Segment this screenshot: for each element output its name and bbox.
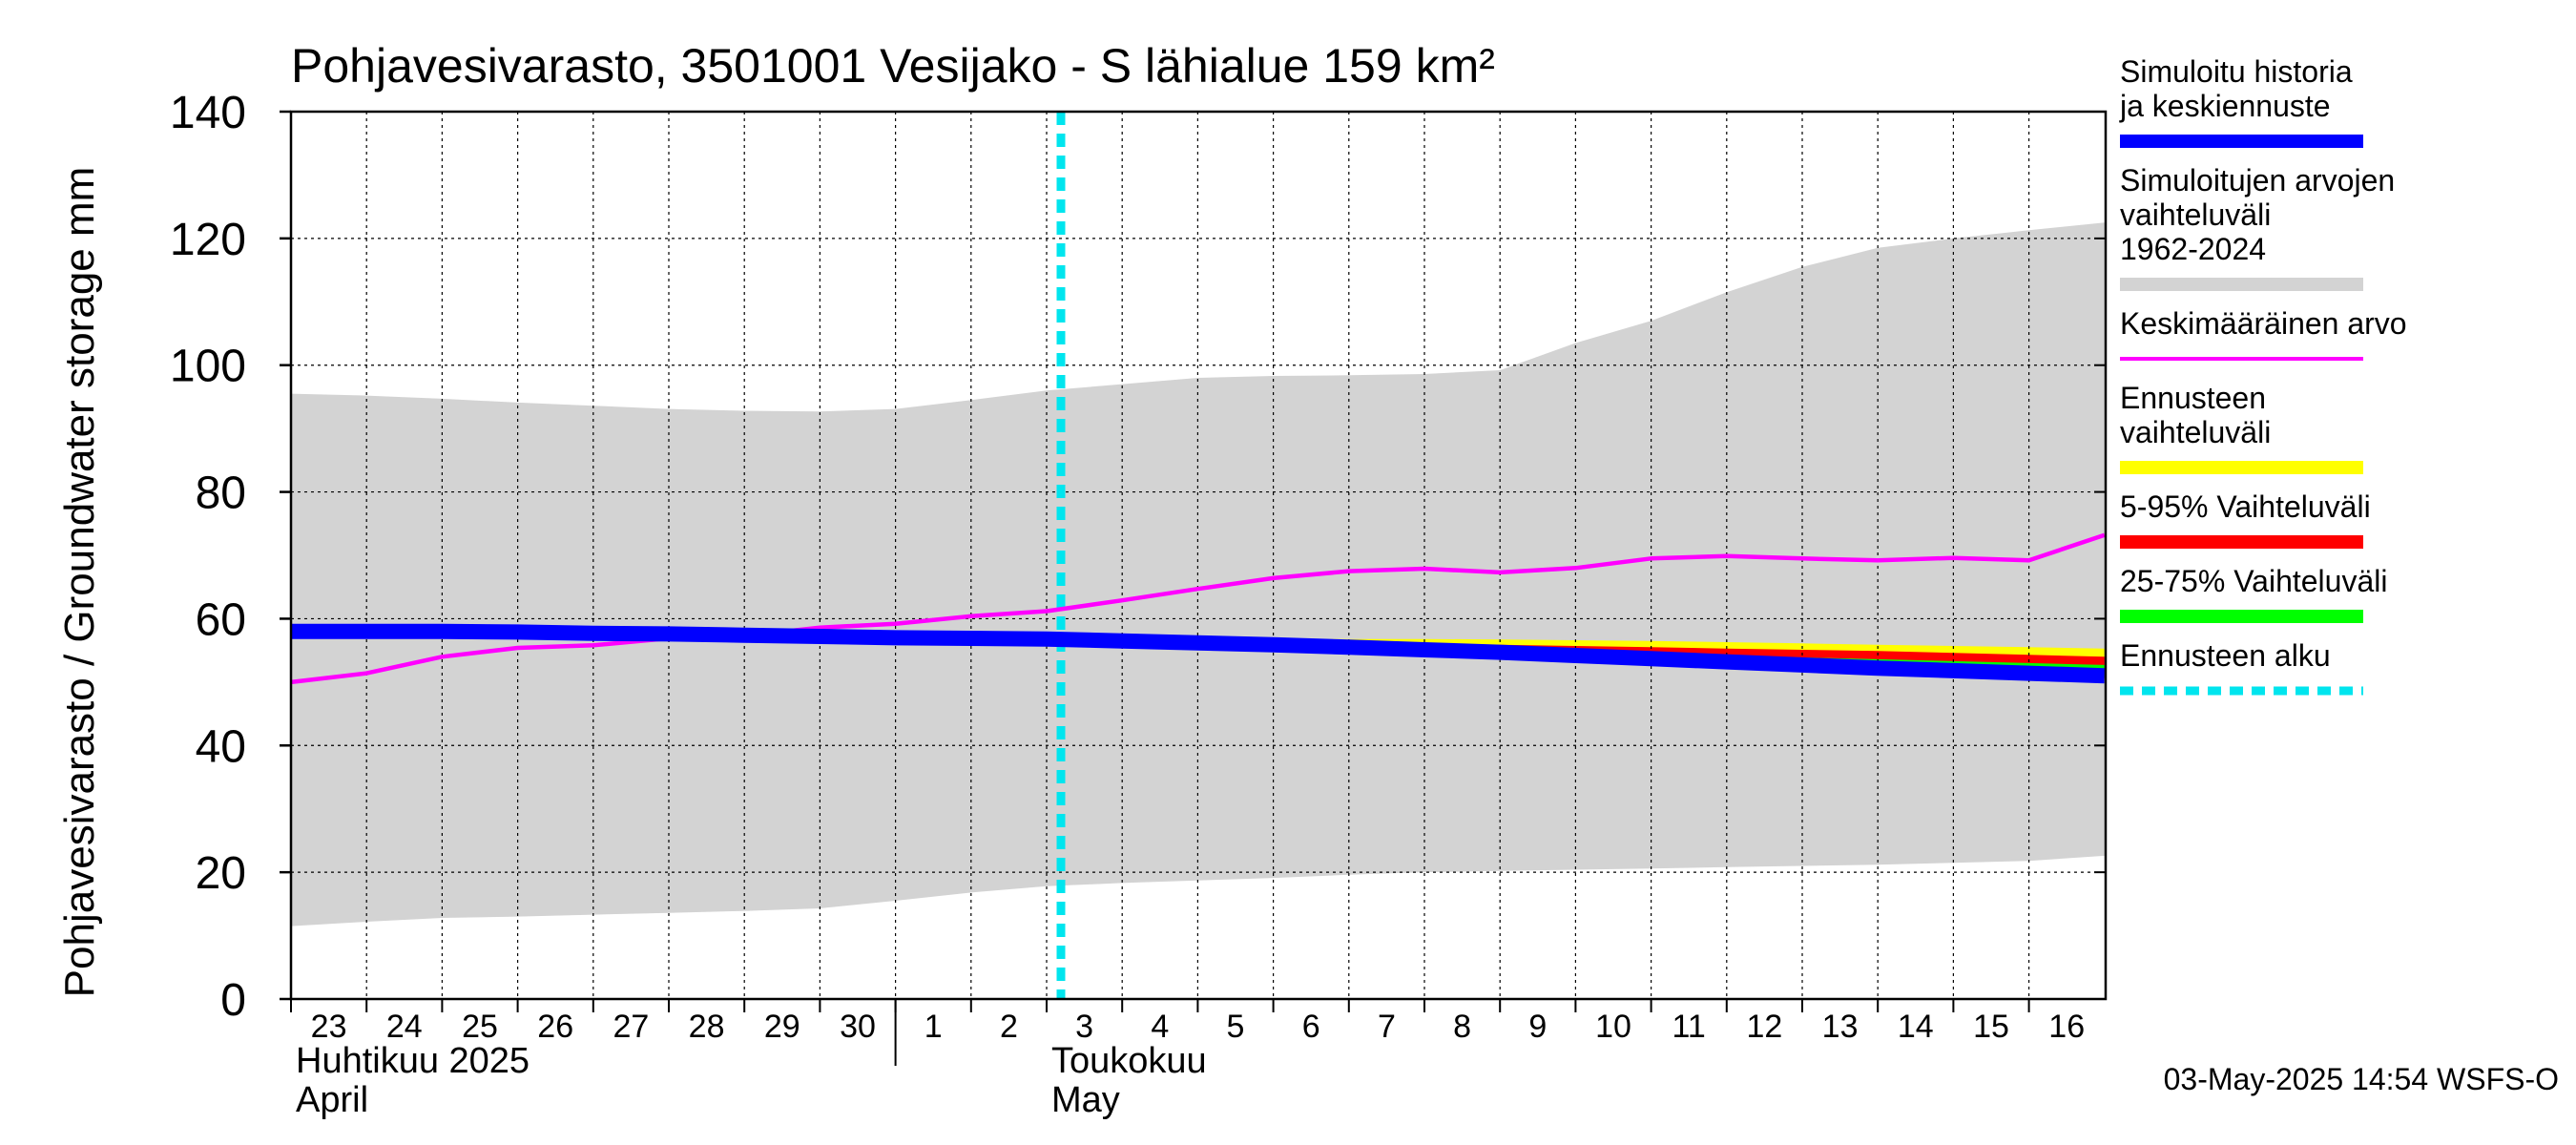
month-label-en: May — [1051, 1080, 1120, 1120]
x-tick-label: 27 — [613, 1009, 649, 1045]
chart-title: Pohjavesivarasto, 3501001 Vesijako - S l… — [291, 39, 1495, 93]
line-series-5 — [291, 623, 2106, 684]
x-tick-label: 13 — [1822, 1009, 1859, 1045]
x-tick-label: 26 — [537, 1009, 573, 1045]
legend-label: 1962-2024 — [2120, 232, 2266, 266]
x-tick-label: 7 — [1378, 1009, 1396, 1045]
legend-label: Ennusteen — [2120, 381, 2266, 415]
x-tick-label: 16 — [2048, 1009, 2085, 1045]
legend-label: 5-95% Vaihteluväli — [2120, 489, 2371, 524]
x-tick-label: 29 — [764, 1009, 800, 1045]
x-tick-label: 5 — [1227, 1009, 1245, 1045]
x-tick-label: 11 — [1672, 1009, 1706, 1045]
x-tick-label: 3 — [1075, 1009, 1093, 1045]
y-tick-label: 80 — [196, 468, 246, 519]
line-series-4 — [290, 532, 2106, 685]
y-tick-label: 20 — [196, 848, 246, 899]
legend-label: vaihteluväli — [2120, 198, 2271, 232]
y-tick-label: 40 — [196, 721, 246, 772]
legend-label: Simuloitu historia — [2120, 54, 2353, 89]
x-tick-label: 15 — [1973, 1009, 2009, 1045]
x-tick-label: 1 — [924, 1009, 943, 1045]
y-tick-label: 120 — [170, 215, 246, 265]
x-tick-label: 2 — [1000, 1009, 1018, 1045]
y-tick-label: 140 — [170, 88, 246, 138]
x-tick-label: 9 — [1528, 1009, 1547, 1045]
x-tick-label: 6 — [1302, 1009, 1320, 1045]
legend-label: Keskimääräinen arvo — [2120, 306, 2407, 341]
legend-label: 25-75% Vaihteluväli — [2120, 564, 2387, 598]
legend-label: Simuloitujen arvojen — [2120, 163, 2395, 198]
legend-label: Ennusteen alku — [2120, 638, 2331, 673]
month-label-fi: Toukokuu — [1051, 1041, 1207, 1081]
lines-layer — [290, 112, 2106, 999]
x-tick-label: 8 — [1453, 1009, 1471, 1045]
x-tick-label: 14 — [1898, 1009, 1934, 1045]
legend-label: vaihteluväli — [2120, 415, 2271, 449]
timestamp: 03-May-2025 14:54 WSFS-O — [2164, 1062, 2559, 1096]
x-tick-label: 12 — [1746, 1009, 1782, 1045]
y-tick-label: 0 — [220, 975, 246, 1026]
x-tick-label: 23 — [311, 1009, 347, 1045]
x-tick-label: 25 — [462, 1009, 498, 1045]
month-label-fi: Huhtikuu 2025 — [296, 1041, 530, 1081]
band-series-1 — [1047, 638, 2105, 680]
x-tick-label: 24 — [386, 1009, 423, 1045]
y-axis-label: Pohjavesivarasto / Groundwater storage m… — [56, 167, 103, 998]
legend-label: ja keskiennuste — [2119, 89, 2331, 123]
x-tick-label: 10 — [1595, 1009, 1631, 1045]
x-tick-label: 30 — [840, 1009, 876, 1045]
y-tick-label: 60 — [196, 594, 246, 645]
y-tick-label: 100 — [170, 342, 246, 392]
x-tick-label: 28 — [689, 1009, 725, 1045]
x-tick-label: 4 — [1151, 1009, 1169, 1045]
month-label-en: April — [296, 1080, 368, 1120]
